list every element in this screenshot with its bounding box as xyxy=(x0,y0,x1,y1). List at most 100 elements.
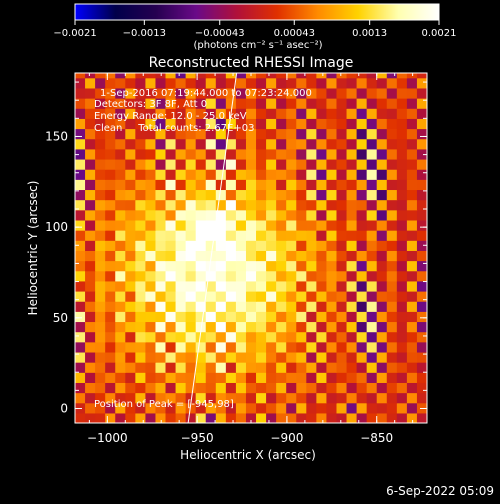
image-pixel xyxy=(125,402,136,414)
image-pixel xyxy=(396,148,408,160)
image-pixel xyxy=(346,341,358,353)
image-pixel xyxy=(85,219,96,231)
image-pixel xyxy=(386,128,398,140)
image-pixel xyxy=(205,179,217,191)
image-pixel xyxy=(256,362,267,373)
image-pixel xyxy=(326,341,338,353)
image-pixel xyxy=(376,169,388,180)
image-pixel xyxy=(185,189,197,201)
image-pixel xyxy=(105,118,116,130)
image-pixel xyxy=(195,372,207,383)
image-pixel xyxy=(286,392,297,404)
image-pixel xyxy=(225,412,237,423)
image-pixel xyxy=(215,77,227,89)
image-pixel xyxy=(105,341,116,353)
image-pixel xyxy=(296,341,307,353)
image-pixel xyxy=(195,280,207,292)
image-pixel xyxy=(356,138,368,150)
image-pixel xyxy=(316,311,328,323)
image-pixel xyxy=(245,402,257,414)
image-pixel xyxy=(185,250,197,262)
image-pixel xyxy=(235,240,247,251)
image-pixel xyxy=(286,412,297,423)
image-pixel xyxy=(316,362,328,373)
image-pixel xyxy=(75,179,86,191)
image-pixel xyxy=(215,331,227,343)
image-pixel xyxy=(386,138,398,150)
image-pixel xyxy=(75,341,86,353)
image-pixel xyxy=(95,138,106,150)
image-pixel xyxy=(386,148,398,160)
image-pixel xyxy=(155,189,167,201)
image-pixel xyxy=(235,230,247,241)
image-pixel xyxy=(125,331,136,343)
image-pixel xyxy=(75,73,86,79)
image-pixel xyxy=(326,189,338,201)
image-pixel xyxy=(326,138,338,150)
image-pixel xyxy=(366,372,378,383)
image-pixel xyxy=(366,382,378,394)
image-pixel xyxy=(245,77,257,89)
image-pixel xyxy=(346,351,358,363)
image-pixel xyxy=(256,169,267,180)
image-pixel xyxy=(356,301,368,312)
image-pixel xyxy=(326,158,338,170)
image-pixel xyxy=(256,372,267,383)
image-pixel xyxy=(185,98,197,109)
image-pixel xyxy=(376,87,388,99)
image-pixel xyxy=(135,77,146,89)
image-pixel xyxy=(195,250,207,262)
image-pixel xyxy=(326,87,338,99)
image-pixel xyxy=(386,280,398,292)
image-pixel xyxy=(185,260,197,272)
image-pixel xyxy=(165,179,177,191)
image-pixel xyxy=(416,128,427,140)
image-pixel xyxy=(396,392,408,404)
image-pixel xyxy=(105,87,116,99)
image-pixel xyxy=(326,321,338,333)
image-pixel xyxy=(155,280,167,292)
image-pixel xyxy=(376,118,388,130)
image-pixel xyxy=(406,260,418,272)
image-pixel xyxy=(336,351,348,363)
image-pixel xyxy=(346,199,358,211)
image-pixel xyxy=(286,73,297,79)
image-pixel xyxy=(135,351,146,363)
image-pixel xyxy=(316,128,328,140)
image-pixel xyxy=(266,341,277,353)
image-pixel xyxy=(145,128,157,140)
image-pixel xyxy=(105,179,116,191)
image-pixel xyxy=(195,341,207,353)
y-tick-label: 50 xyxy=(53,311,68,325)
colorbar-ticks: −0.0021 −0.0013 −0.00043 0.00043 0.0013 0.002… xyxy=(53,20,457,39)
image-pixel xyxy=(276,230,287,241)
image-pixel xyxy=(75,128,86,140)
image-pixel xyxy=(326,148,338,160)
image-pixel xyxy=(256,230,267,241)
image-pixel xyxy=(346,402,358,414)
image-pixel xyxy=(346,73,358,79)
image-pixel xyxy=(266,331,277,343)
image-pixel xyxy=(396,290,408,302)
image-pixel xyxy=(276,87,287,99)
image-pixel xyxy=(336,230,348,241)
image-pixel xyxy=(296,230,307,241)
image-pixel xyxy=(286,108,297,119)
image-pixel xyxy=(346,98,358,109)
image-pixel xyxy=(95,351,106,363)
image-pixel xyxy=(356,87,368,99)
image-pixel xyxy=(235,209,247,221)
image-pixel xyxy=(115,219,126,231)
image-pixel xyxy=(235,362,247,373)
image-pixel xyxy=(256,341,267,353)
image-pixel xyxy=(266,87,277,99)
image-pixel xyxy=(135,209,146,221)
image-pixel xyxy=(85,270,96,282)
image-pixel xyxy=(205,87,217,99)
image-pixel xyxy=(346,240,358,251)
image-pixel xyxy=(135,402,146,414)
image-pixel xyxy=(286,341,297,353)
image-pixel xyxy=(326,260,338,272)
image-pixel xyxy=(366,128,378,140)
image-pixel xyxy=(165,260,177,272)
